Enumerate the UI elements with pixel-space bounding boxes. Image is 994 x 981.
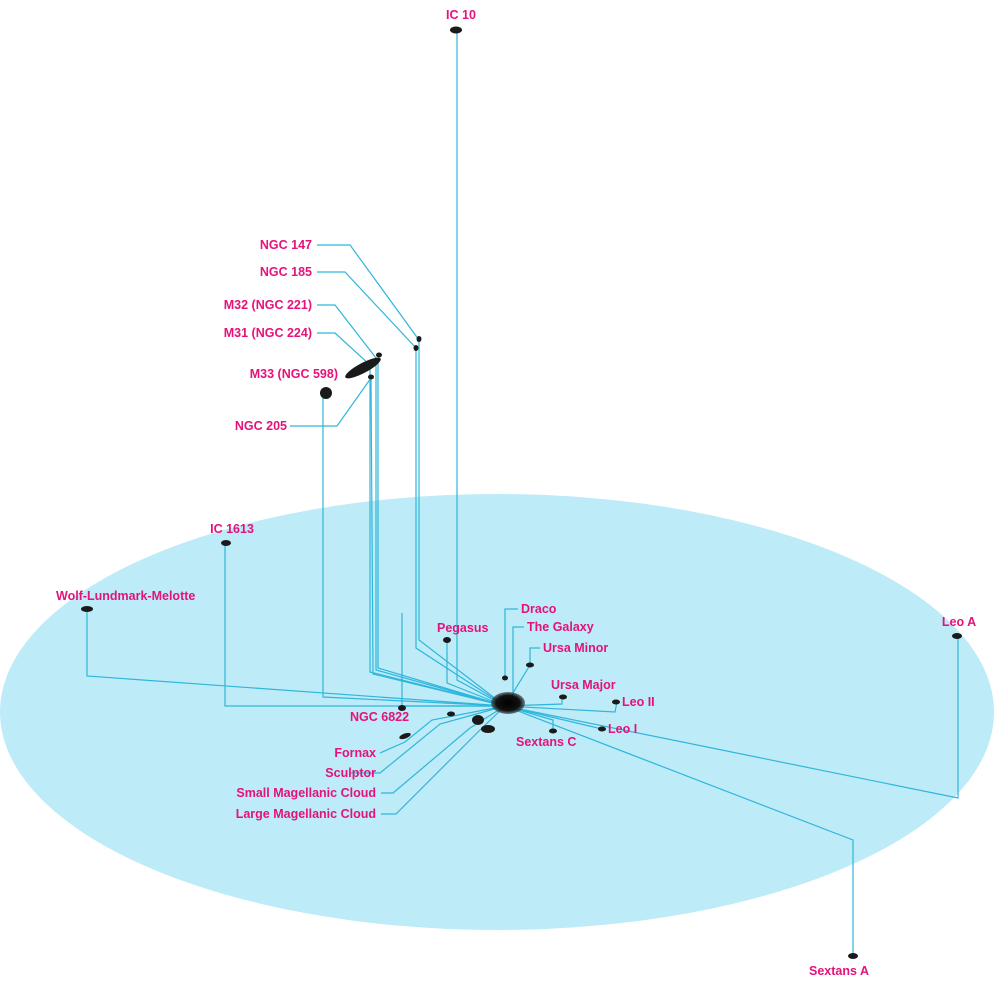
m33-marker: [320, 387, 332, 399]
label-ursamajor: Ursa Major: [551, 678, 616, 692]
label-leoa: Leo A: [942, 615, 976, 629]
label-m33: M33 (NGC 598): [250, 367, 338, 381]
sculptor-line: [351, 705, 506, 774]
label-ngc185: NGC 185: [260, 265, 312, 279]
m31-group-line: [377, 360, 506, 707]
wlm-marker: [81, 606, 93, 612]
ic10-drop-line: [456, 32, 506, 707]
thegalaxy-line: [512, 626, 524, 696]
ic1613-marker: [221, 540, 231, 546]
sextansa-line: [504, 705, 854, 955]
label-fornax: Fornax: [334, 746, 376, 760]
label-lmc: Large Magellanic Cloud: [236, 807, 376, 821]
label-ngc205: NGC 205: [235, 419, 287, 433]
m32-marker: [376, 352, 382, 358]
milky-way-marker: [491, 692, 525, 714]
sextansc-line: [504, 705, 554, 730]
draco-marker: [502, 675, 508, 681]
ic10-marker: [450, 26, 462, 34]
ngc205-marker: [368, 374, 374, 380]
label-leoii: Leo II: [622, 695, 655, 709]
label-thegalaxy: The Galaxy: [527, 620, 594, 634]
label-ic10: IC 10: [446, 8, 476, 22]
pegasus-marker: [443, 637, 451, 643]
label-sculptor: Sculptor: [325, 766, 376, 780]
ngc147-marker: [416, 336, 422, 342]
label-ngc6822: NGC 6822: [350, 710, 409, 724]
m31-marker: [345, 357, 381, 379]
sculptor-marker: [447, 711, 455, 717]
draco-line: [504, 608, 518, 678]
label-ursaminor: Ursa Minor: [543, 641, 608, 655]
label-m32: M32 (NGC 221): [224, 298, 312, 312]
galaxy-labels: IC 10 NGC 147 NGC 185 M32 (NGC 221) M31 …: [56, 8, 976, 978]
galaxy-markers: [81, 26, 962, 959]
label-smc: Small Magellanic Cloud: [236, 786, 376, 800]
leoii-marker: [612, 699, 620, 705]
fornax-marker: [399, 732, 411, 740]
ursaminor-line: [504, 647, 540, 707]
fornax-line: [379, 705, 506, 754]
leoa-line: [504, 636, 959, 799]
label-ngc147: NGC 147: [260, 238, 312, 252]
label-ic1613: IC 1613: [210, 522, 254, 536]
label-pegasus: Pegasus: [437, 621, 488, 635]
label-leoi: Leo I: [608, 722, 637, 736]
leoi-marker: [598, 726, 606, 732]
leoii-line: [504, 701, 618, 713]
m33-leader: [322, 394, 506, 707]
pegasus-line: [446, 640, 506, 707]
sextansc-marker: [549, 728, 557, 734]
leoa-marker: [952, 633, 962, 639]
ngc185-marker: [413, 345, 419, 351]
label-wlm: Wolf-Lundmark-Melotte: [56, 589, 195, 603]
label-m31: M31 (NGC 224): [224, 326, 312, 340]
smc-line: [381, 705, 506, 794]
ngc6822-marker: [398, 705, 406, 711]
lmc-line: [381, 705, 506, 815]
label-sextansa: Sextans A: [809, 964, 869, 978]
lmc-marker: [481, 725, 495, 733]
wlm-line: [86, 609, 506, 707]
galactic-plane: [0, 494, 994, 930]
smc-marker: [472, 715, 484, 725]
label-sextansc: Sextans C: [516, 735, 576, 749]
ursaminor-marker: [526, 662, 534, 668]
sextansa-marker: [848, 953, 858, 959]
label-draco: Draco: [521, 602, 557, 616]
ursamajor-marker: [559, 694, 567, 700]
